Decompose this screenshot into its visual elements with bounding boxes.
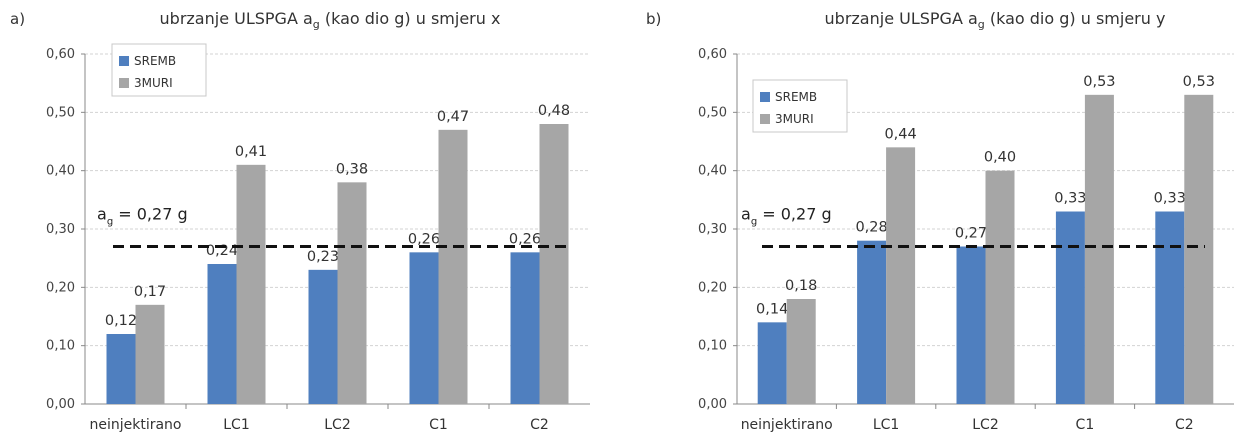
y-tick-label: 0,30 <box>698 222 727 237</box>
data-label: 0,14 <box>756 301 788 317</box>
x-tick-label: LC2 <box>324 417 350 433</box>
bar-3MURI-LC1 <box>236 164 266 404</box>
y-tick-label: 0,10 <box>46 339 75 354</box>
legend: SREMB 3MURI <box>111 43 207 97</box>
bar-SREMB-neinjektirano <box>757 322 787 404</box>
x-tick-label: neinjektirano <box>89 417 181 433</box>
data-label: 0,33 <box>1154 191 1186 207</box>
y-tick-label: 0,40 <box>698 164 727 179</box>
x-tick-label: LC2 <box>972 417 998 433</box>
bar-3MURI-neinjektirano <box>135 304 165 404</box>
bar-3MURI-C1 <box>438 129 468 405</box>
bar-SREMB-C2 <box>510 252 540 404</box>
chart-panel-a: a) ubrzanje ULSPGA ag (kao dio g) u smjer… <box>0 0 620 438</box>
bar-SREMB-LC2 <box>956 246 986 404</box>
data-label: 0,53 <box>1083 74 1115 90</box>
data-label: 0,28 <box>855 220 887 236</box>
x-tick-label: C2 <box>1175 417 1194 433</box>
legend-label: SREMB <box>134 54 176 68</box>
bar-3MURI-C2 <box>1184 94 1214 404</box>
bar-SREMB-neinjektirano <box>106 334 136 404</box>
data-label: 0,47 <box>437 109 469 125</box>
legend: SREMB 3MURI <box>752 79 848 133</box>
x-tick-label: LC1 <box>873 417 899 433</box>
bar-3MURI-C2 <box>539 124 569 404</box>
bar-SREMB-C1 <box>1055 211 1085 404</box>
bar-SREMB-LC1 <box>857 240 887 404</box>
x-tick-label: C1 <box>429 417 448 433</box>
x-tick-label: LC1 <box>223 417 249 433</box>
reference-line-label: ag = 0,27 g <box>741 205 832 228</box>
bar-3MURI-C1 <box>1084 94 1114 404</box>
legend-swatch-3MURI <box>760 114 770 124</box>
x-tick-label: C1 <box>1076 417 1095 433</box>
legend-swatch-SREMB <box>760 92 770 102</box>
chart-a-svg: a) ubrzanje ULSPGA ag (kao dio g) u smjer… <box>10 9 590 433</box>
data-label: 0,26 <box>408 231 440 247</box>
data-label: 0,24 <box>206 243 238 259</box>
y-tick-label: 0,60 <box>46 47 75 62</box>
chart-b-svg: b) ubrzanje ULSPGA ag (kao dio g) u smjer… <box>646 9 1234 433</box>
chart-title: ubrzanje ULSPGA ag (kao dio g) u smjeru … <box>825 9 1166 31</box>
data-label: 0,27 <box>955 226 987 242</box>
legend-label: SREMB <box>775 90 817 104</box>
data-label: 0,41 <box>235 144 267 160</box>
y-tick-label: 0,00 <box>46 397 75 412</box>
y-tick-label: 0,50 <box>46 105 75 120</box>
bar-3MURI-LC2 <box>985 170 1015 404</box>
y-tick-label: 0,50 <box>698 105 727 120</box>
y-tick-label: 0,20 <box>46 280 75 295</box>
data-label: 0,48 <box>538 103 570 119</box>
legend-swatch-SREMB <box>119 56 129 66</box>
panel-label: a) <box>10 10 25 28</box>
data-label: 0,17 <box>134 284 166 300</box>
reference-line-label: ag = 0,27 g <box>97 205 188 228</box>
y-tick-label: 0,60 <box>698 47 727 62</box>
y-tick-label: 0,40 <box>46 164 75 179</box>
data-label: 0,23 <box>307 249 339 265</box>
bar-3MURI-LC1 <box>886 147 916 405</box>
bar-SREMB-C2 <box>1155 211 1185 404</box>
bar-SREMB-LC1 <box>207 264 237 404</box>
legend-label: 3MURI <box>775 112 814 126</box>
data-label: 0,44 <box>884 126 916 142</box>
chart-panel-b: b) ubrzanje ULSPGA ag (kao dio g) u smjer… <box>640 0 1249 438</box>
data-label: 0,18 <box>785 278 817 294</box>
data-label: 0,33 <box>1054 191 1086 207</box>
legend-label: 3MURI <box>134 76 173 90</box>
x-tick-label: C2 <box>530 417 549 433</box>
legend-swatch-3MURI <box>119 78 129 88</box>
data-label: 0,38 <box>336 161 368 177</box>
bar-SREMB-C1 <box>409 252 439 404</box>
y-tick-label: 0,20 <box>698 280 727 295</box>
bar-SREMB-LC2 <box>308 269 338 404</box>
data-label: 0,53 <box>1183 74 1215 90</box>
data-label: 0,26 <box>509 231 541 247</box>
data-label: 0,40 <box>984 150 1016 166</box>
y-tick-label: 0,00 <box>698 397 727 412</box>
y-tick-label: 0,30 <box>46 222 75 237</box>
chart-title: ubrzanje ULSPGA ag (kao dio g) u smjeru … <box>160 9 501 31</box>
bar-3MURI-neinjektirano <box>786 299 816 404</box>
panel-label: b) <box>646 10 661 28</box>
bar-3MURI-LC2 <box>337 182 367 404</box>
y-tick-label: 0,10 <box>698 339 727 354</box>
x-tick-label: neinjektirano <box>741 417 833 433</box>
data-label: 0,12 <box>105 313 137 329</box>
